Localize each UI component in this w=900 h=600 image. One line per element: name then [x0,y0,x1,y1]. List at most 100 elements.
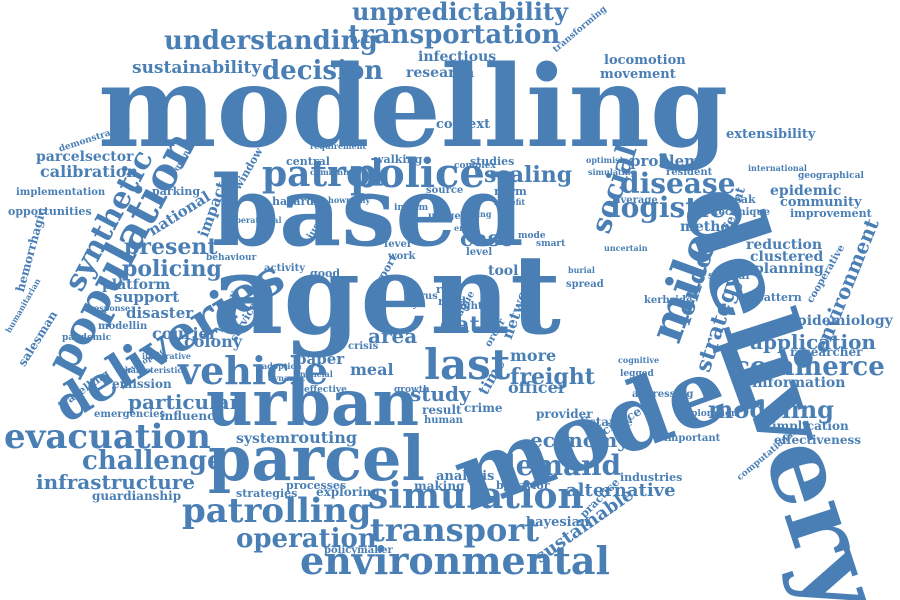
word-mode: mode [518,231,546,241]
word-challenge: challenge [82,446,224,476]
word-extensibility: extensibility [726,127,816,142]
word-colony: colony [184,332,243,351]
word-meal: meal [350,360,394,379]
word-emission: emission [112,377,172,391]
word-legged: legged [620,369,654,379]
word-transport: transport [370,511,540,549]
word-strategies: strategies [236,487,298,500]
word-urban: urban [206,366,419,441]
word-unpredictability: unpredictability [352,0,568,26]
word-addressing: addressing [632,389,694,400]
word-response: response [90,303,131,313]
word-cognitive: cognitive [618,355,660,365]
word-policing: policing [122,256,222,282]
word-exploration: exploration [680,409,738,419]
word-characteristic: characteristic [120,365,183,375]
word-benefit: benefit [494,197,526,207]
word-problem: problem [630,152,700,170]
word-area: area [368,324,418,348]
word-testing: testing [460,209,492,219]
word-level: level [466,247,493,258]
word-economy: economy [530,428,629,452]
word-light: light [456,301,483,312]
word-alternative: alternative [566,480,676,501]
word-based: based [212,155,524,268]
word-emergencies: emergencies [94,409,166,420]
word-modelling: modelling [98,42,729,173]
word-pandemic: pandemic [62,333,112,343]
word-opportunities: opportunities [8,205,92,218]
word-usage: usage [428,211,461,222]
word-evacuation: evacuation [4,417,211,457]
word-uncertain: uncertain [604,243,648,253]
word-improvement: improvement [790,207,872,220]
word-reduction: reduction [746,237,823,253]
word-spatial: spatial [708,269,750,282]
word-geographical: geographical [798,171,864,181]
word-operational: operational [230,215,282,225]
word-average: average [614,195,658,206]
word-international: international [748,163,807,173]
word-virus: virus [410,291,438,302]
word-data: data [440,312,495,338]
word-bayesian: bayesian [526,515,590,530]
word-city: city [398,299,419,310]
word-norm: norm [494,185,527,198]
word-illustrative: illustrative [142,351,192,361]
word-environmental: environmental [300,538,610,583]
word-support: support [114,288,180,306]
word-police: police [350,150,485,197]
word-influence: influence [160,409,223,423]
word-technique: technique [714,207,771,218]
word-last: last [424,340,511,389]
word-requirement: requirement [310,141,367,151]
word-tool: tool [488,263,519,279]
word-exploring: exploring [316,485,380,499]
word-howmany: howmany [328,195,371,205]
word-clustered: clustered [750,249,824,265]
word-result: result [422,403,462,417]
word-road: road [438,295,466,308]
word-guardianship: guardianship [92,489,182,503]
word-present: present [124,234,218,260]
word-financial: financial [294,369,333,379]
word-hazard: hazard [272,195,314,208]
word-parking: parking [152,185,201,198]
word-decision: decision [262,56,384,86]
word-operation: operation [236,524,377,554]
word-combining: combining [310,167,358,177]
word-provider: provider [536,407,593,421]
word-effectiveness: effectiveness [774,433,862,447]
word-infrastructure: infrastructure [36,470,196,494]
word-information: information [752,375,846,391]
word-transportation: transportation [348,20,561,50]
word-sustainability: sustainability [132,58,262,78]
word-vehicle: vehicle [178,348,329,393]
word-analysis: analysis [436,469,495,484]
word-commerce: commerce [734,352,885,382]
word-burial: burial [568,265,595,275]
word-method: method [680,219,740,235]
word-kerbside: kerbside [644,295,693,306]
word-source: source [426,185,464,196]
word-central: central [286,155,330,168]
word-important: important [664,433,721,444]
word-distance: distance [576,415,633,429]
word-paper: paper [296,350,345,368]
word-disaster: disaster [126,304,194,322]
word-effective: effective [304,385,347,395]
word-platform: platform [102,277,171,293]
word-movement: movement [600,67,676,82]
word-fever: fever [384,239,413,250]
word-routing: routing [290,428,358,447]
word-parcel: parcel [208,422,425,495]
word-studies: studies [470,155,515,168]
word-researcher: researcher [790,345,863,359]
word-officer: officer [508,378,567,397]
word-human: human [424,415,463,426]
word-courier: courier [152,324,218,343]
word-freight: freight [510,364,595,390]
word-policymaker: policymaker [324,545,393,556]
word-making: making [414,479,465,493]
